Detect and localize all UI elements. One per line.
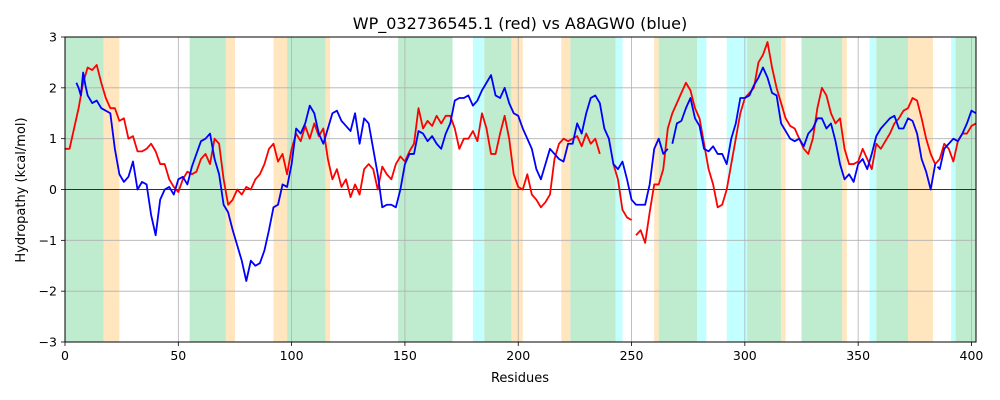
x-tick-label-1: 50 (170, 348, 186, 363)
x-tick-label-2: 100 (280, 348, 304, 363)
x-tick-label-5: 250 (620, 348, 644, 363)
series-0-segment-1 (612, 163, 632, 221)
y-tick-label-0: −3 (39, 335, 57, 350)
y-axis-title: Hydropathy (kcal/mol) (14, 117, 29, 262)
x-tick-label-7: 350 (846, 348, 870, 363)
y-axis-ticks: −3 −2 −1 0 1 2 3 (39, 30, 65, 350)
x-tick-label-0: 0 (61, 348, 69, 363)
series-1-segment-1 (671, 66, 937, 191)
x-tick-label-4: 200 (506, 348, 530, 363)
y-tick-label-6: 3 (49, 30, 57, 45)
series-0-segment-2 (635, 41, 977, 244)
chart-title: WP_032736545.1 (red) vs A8AGW0 (blue) (353, 14, 687, 34)
series-lines (65, 41, 977, 282)
x-axis-title: Residues (491, 371, 549, 386)
y-tick-label-3: 0 (49, 182, 57, 197)
y-tick-label-2: −1 (39, 233, 57, 248)
y-tick-label-4: 1 (49, 131, 57, 146)
x-tick-label-6: 300 (733, 348, 757, 363)
x-tick-label-8: 400 (960, 348, 984, 363)
y-tick-label-1: −2 (39, 284, 57, 299)
y-tick-label-5: 2 (49, 80, 57, 95)
series-1-segment-0 (75, 71, 669, 282)
x-axis-ticks: 0 50 100 150 200 250 300 350 400 (61, 342, 983, 363)
series-0-segment-0 (65, 64, 601, 209)
series-1-segment-2 (936, 109, 977, 171)
x-tick-label-3: 150 (393, 348, 417, 363)
